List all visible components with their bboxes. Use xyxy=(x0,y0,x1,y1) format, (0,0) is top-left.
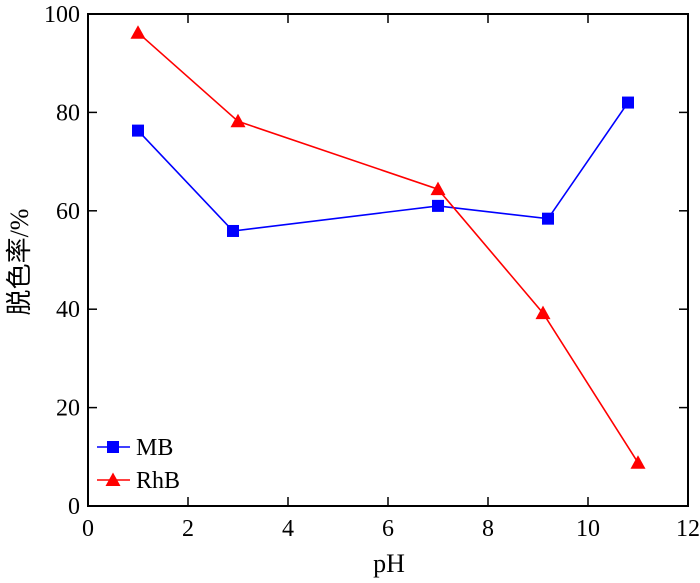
y-tick-label: 40 xyxy=(56,297,80,323)
y-tick-label: 20 xyxy=(56,396,80,422)
x-tick-label: 10 xyxy=(576,516,600,542)
series-rhb xyxy=(130,25,646,469)
x-tick-label: 12 xyxy=(676,516,700,542)
x-tick-label: 8 xyxy=(482,516,494,542)
y-tick-label: 100 xyxy=(44,2,80,28)
legend-marker-mb xyxy=(107,441,119,453)
data-point-mb xyxy=(132,124,144,137)
data-point-rhb xyxy=(630,455,646,469)
data-point-mb xyxy=(227,224,239,237)
data-point-rhb xyxy=(130,25,146,39)
data-point-mb xyxy=(432,199,444,212)
y-axis-title: 脱色率/% xyxy=(5,209,34,316)
legend-item-mb: MB xyxy=(97,435,173,461)
series-mb xyxy=(132,96,634,237)
legend: MB RhB xyxy=(97,435,180,494)
series-layer xyxy=(130,25,646,469)
x-tick-label: 4 xyxy=(282,516,294,542)
axes xyxy=(87,13,689,507)
x-axis-title: pH xyxy=(373,549,405,578)
data-point-rhb xyxy=(430,181,446,196)
legend-item-rhb: RhB xyxy=(97,468,180,494)
legend-label-mb: MB xyxy=(136,435,173,461)
data-point-mb xyxy=(542,212,554,225)
axis-ticks: 0 2 4 6 8 10 12 0 20 40 60 80 100 xyxy=(44,2,700,542)
data-point-mb xyxy=(622,96,634,109)
plot-frame xyxy=(87,13,689,507)
x-tick-label: 0 xyxy=(82,516,94,542)
legend-label-rhb: RhB xyxy=(136,468,180,494)
y-tick-label: 60 xyxy=(56,199,80,225)
series-line-rhb xyxy=(137,32,639,464)
x-tick-label: 6 xyxy=(382,516,394,542)
y-tick-label: 80 xyxy=(56,100,80,126)
data-point-rhb xyxy=(230,113,246,128)
y-tick-label: 0 xyxy=(68,494,80,520)
legend-marker-rhb xyxy=(105,472,121,486)
x-tick-label: 2 xyxy=(182,516,194,542)
data-point-rhb xyxy=(535,305,551,320)
series-line-mb xyxy=(137,102,629,232)
